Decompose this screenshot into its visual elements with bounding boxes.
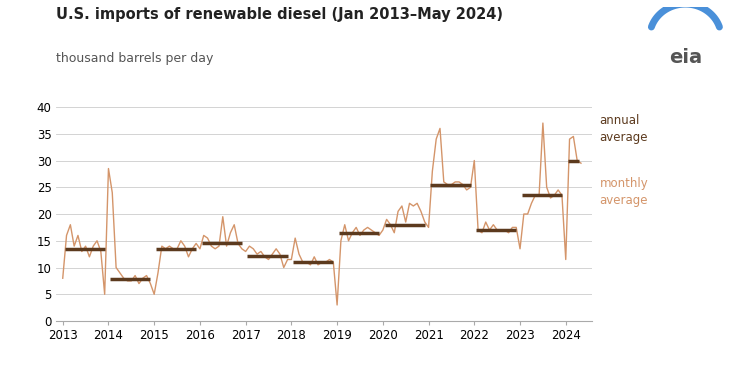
Text: annual
average: annual average [600,114,648,144]
Text: eia: eia [669,48,702,67]
Text: U.S. imports of renewable diesel (Jan 2013–May 2024): U.S. imports of renewable diesel (Jan 20… [56,7,503,23]
Text: thousand barrels per day: thousand barrels per day [56,52,213,65]
Text: monthly
average: monthly average [600,177,648,207]
